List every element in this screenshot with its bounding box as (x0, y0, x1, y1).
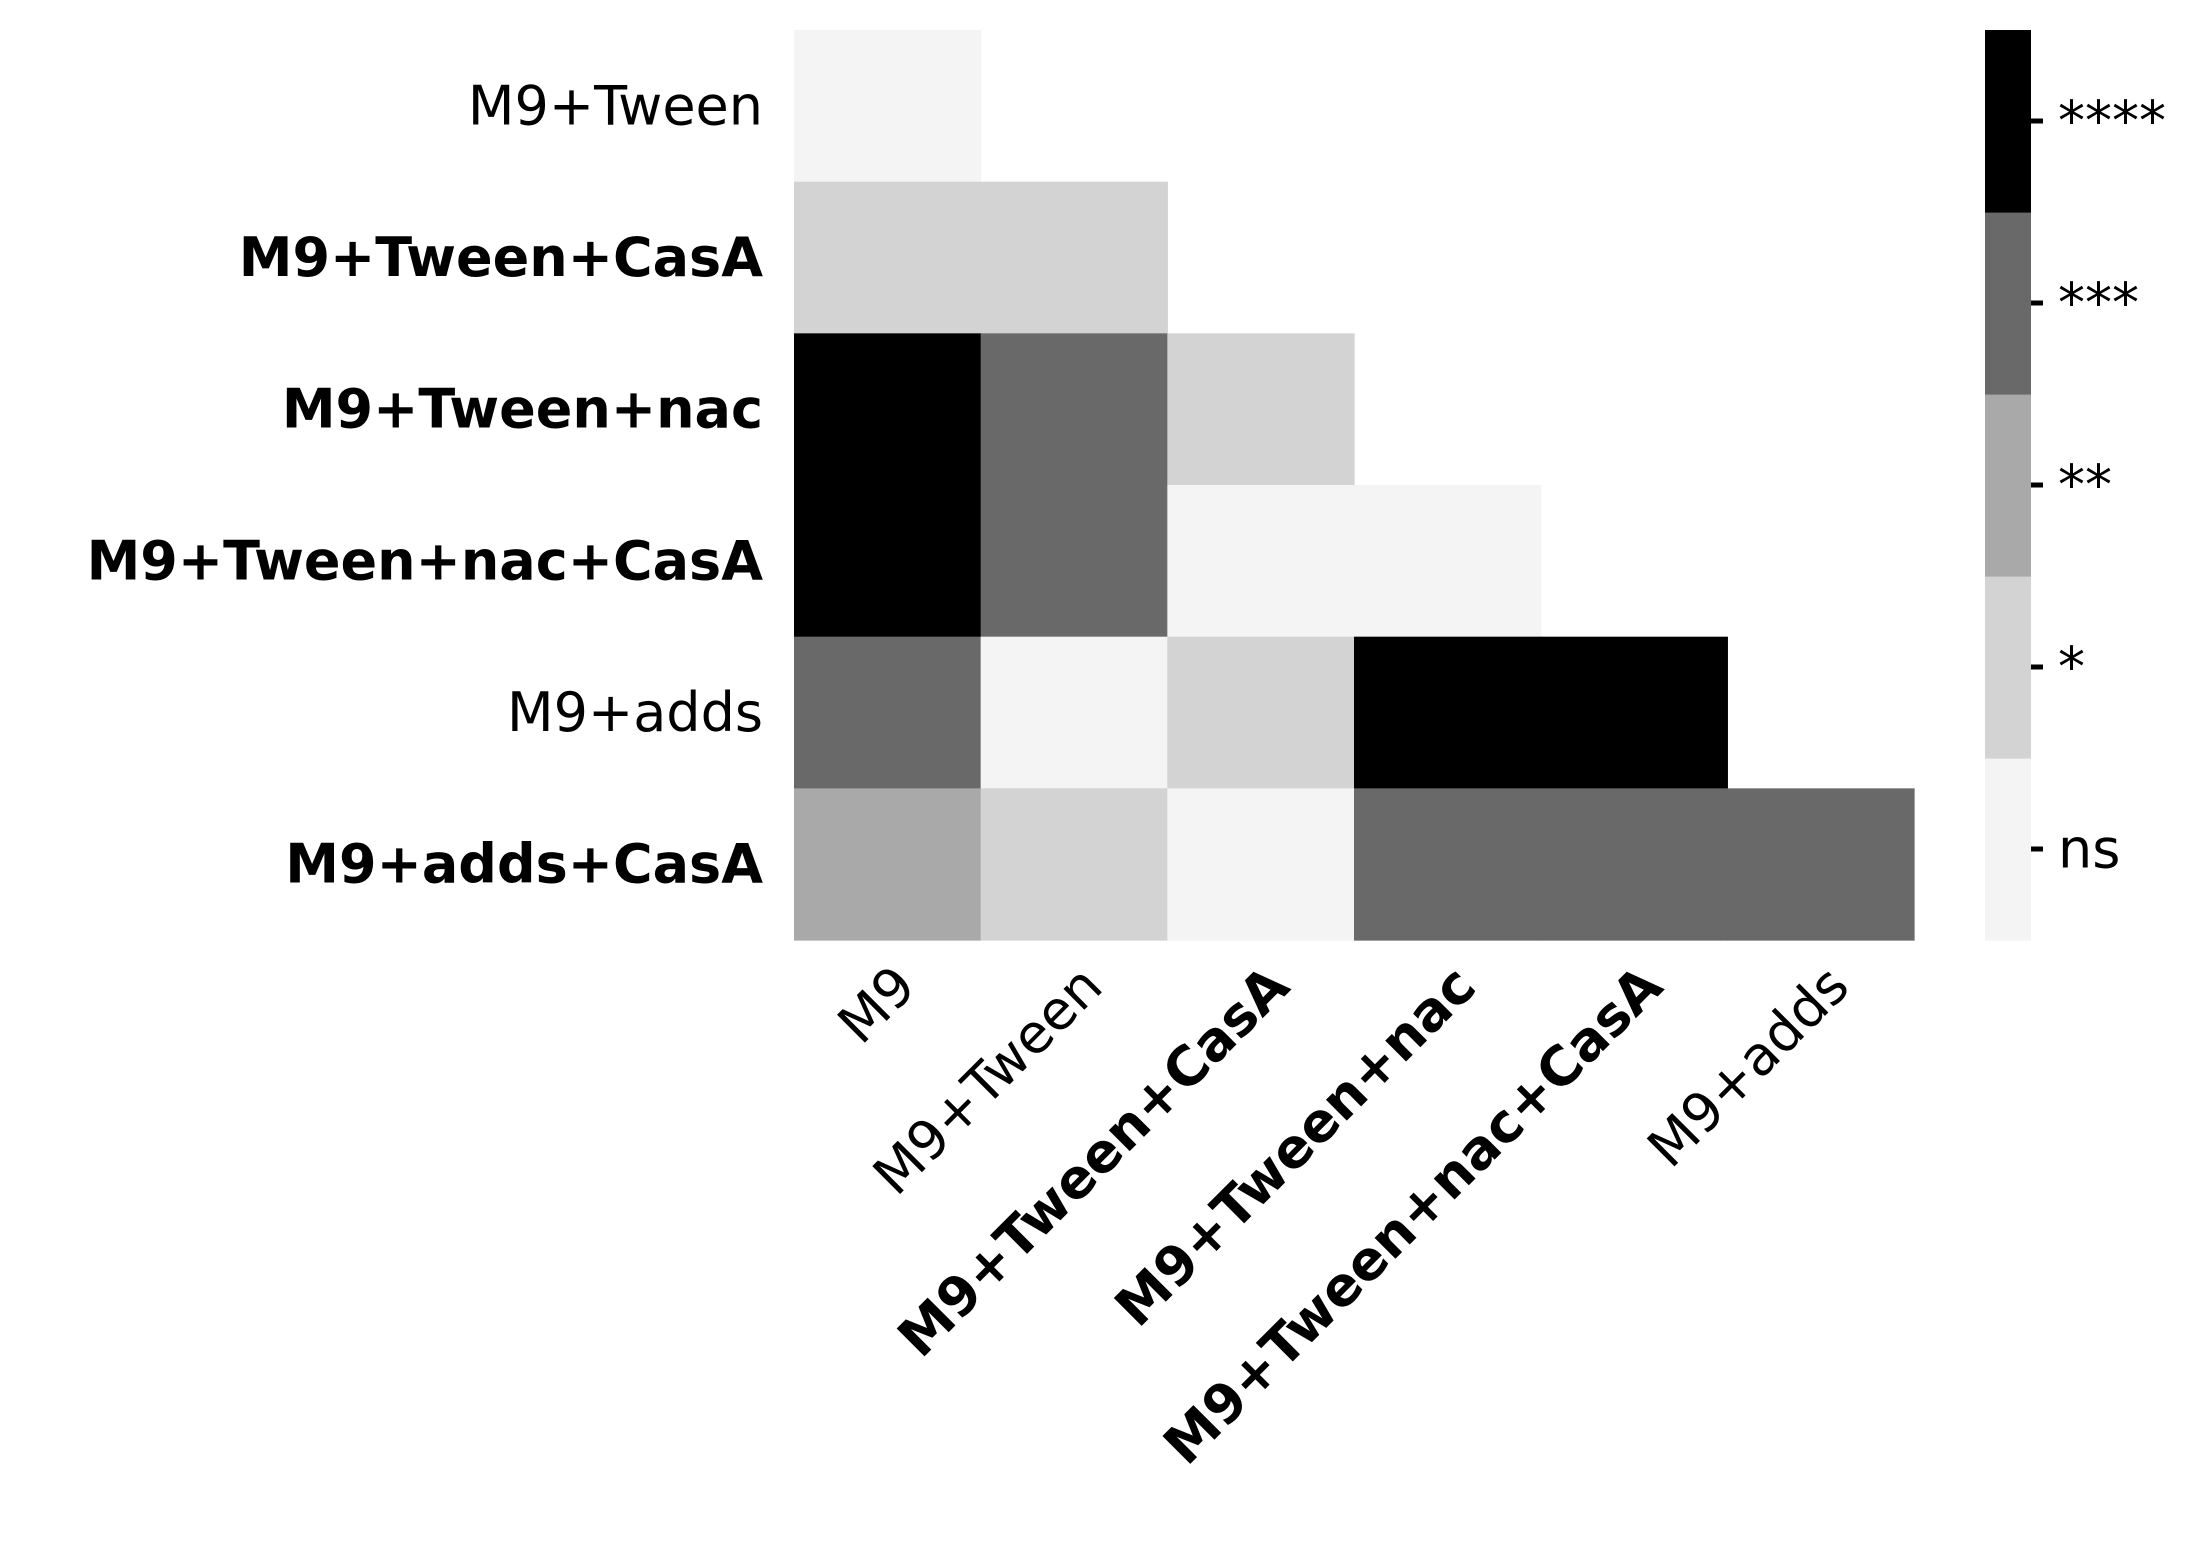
heatmap-cell (1354, 788, 1542, 941)
colorbar-label: * (2058, 636, 2085, 699)
colorbar-segment (1985, 576, 2031, 759)
row-tick-label: M9+adds+CasA (285, 833, 763, 896)
heatmap-cell (1727, 788, 1915, 941)
heatmap-cell (980, 788, 1168, 941)
colorbar-segment (1985, 394, 2031, 577)
heatmap-cell (980, 333, 1168, 486)
heatmap-cell (794, 181, 982, 334)
heatmap-cell (1167, 333, 1355, 486)
heatmap-cell (1540, 788, 1728, 941)
colorbar-segment (1985, 758, 2031, 941)
colorbar-segment (1985, 212, 2031, 395)
heatmap-cell (794, 485, 982, 638)
heatmap-cell (794, 333, 982, 486)
heatmap-cell (980, 181, 1168, 334)
heatmap-cell (1167, 485, 1355, 638)
colorbar-label: ns (2058, 818, 2120, 881)
heatmap-cell (980, 636, 1168, 789)
heatmap-cell (1540, 636, 1728, 789)
heatmap-cell (794, 788, 982, 941)
colorbar-segment (1985, 30, 2031, 213)
column-tick-label: M9 (826, 954, 928, 1056)
row-tick-label: M9+Tween+nac (282, 378, 763, 441)
heatmap-cell (1167, 788, 1355, 941)
row-tick-label: M9+adds (507, 681, 763, 744)
colorbar-label: ** (2058, 454, 2112, 517)
column-tick-labels: M9M9+TweenM9+Tween+CasAM9+Tween+nacM9+Tw… (826, 954, 1861, 1477)
colorbar-label: *** (2058, 272, 2139, 335)
row-tick-label: M9+Tween+nac+CasA (87, 529, 764, 592)
heatmap-cell (794, 636, 982, 789)
colorbar-label: **** (2058, 90, 2166, 153)
column-tick-label: M9+Tween+nac (1103, 954, 1488, 1339)
row-tick-label: M9+Tween (468, 74, 763, 137)
heatmap-cell (980, 485, 1168, 638)
heatmap-cell (1354, 636, 1542, 789)
row-tick-label: M9+Tween+CasA (239, 226, 763, 289)
row-tick-labels: M9+Tween M9+Tween+CasA M9+Tween+nac M9+Twee… (87, 74, 764, 895)
heatmap-cells (794, 30, 1915, 941)
colorbar: ns********** (1985, 30, 2166, 941)
column-tick-label: M9+adds (1635, 954, 1861, 1180)
heatmap-cell (1167, 636, 1355, 789)
heatmap-cell (1354, 485, 1542, 638)
heatmap-cell (794, 30, 982, 183)
